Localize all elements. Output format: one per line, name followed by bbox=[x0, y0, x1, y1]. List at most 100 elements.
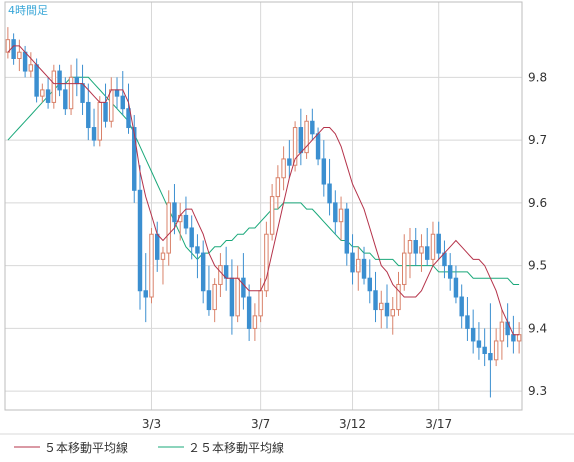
candle-down bbox=[384, 302, 390, 317]
candle-down bbox=[315, 133, 321, 160]
candle-down bbox=[459, 296, 464, 317]
candle-down bbox=[465, 315, 470, 329]
candle-up bbox=[493, 340, 499, 361]
x-tick-label: 3/3 bbox=[142, 417, 161, 431]
candle-down bbox=[137, 189, 143, 292]
candle-up bbox=[275, 177, 281, 198]
candle-down bbox=[310, 120, 315, 135]
candle-up bbox=[281, 158, 286, 179]
y-tick-label: 9.5 bbox=[528, 259, 547, 273]
candle-down bbox=[246, 296, 252, 329]
candle-down bbox=[447, 265, 453, 279]
candle-down bbox=[74, 76, 80, 85]
candle-down bbox=[91, 127, 97, 141]
y-tick-label: 9.6 bbox=[528, 196, 547, 210]
candle-down bbox=[413, 240, 418, 254]
candle-down bbox=[344, 208, 350, 254]
x-tick-label: 3/12 bbox=[339, 417, 366, 431]
candle-up bbox=[419, 246, 424, 254]
plot-frame bbox=[4, 1, 523, 411]
candle-up bbox=[166, 202, 171, 254]
candle-down bbox=[511, 334, 516, 342]
candle-up bbox=[212, 283, 217, 311]
candle-down bbox=[126, 108, 131, 129]
candle-down bbox=[373, 290, 378, 311]
candle-down bbox=[80, 83, 85, 103]
candle-up bbox=[28, 64, 34, 72]
candle-up bbox=[407, 240, 413, 254]
candle-up bbox=[97, 101, 103, 141]
candle-up bbox=[51, 70, 57, 103]
candle-up bbox=[160, 252, 166, 260]
candle-up bbox=[292, 127, 298, 166]
candle-down bbox=[183, 214, 189, 229]
candle-down bbox=[45, 89, 51, 103]
candle-down bbox=[488, 353, 493, 361]
ma5-line-group bbox=[7, 45, 520, 336]
candle-down bbox=[11, 39, 16, 59]
candle-down bbox=[22, 51, 28, 72]
candle-up bbox=[338, 208, 344, 223]
chart-title: 4時間足 bbox=[8, 4, 48, 17]
y-tick-label: 9.3 bbox=[528, 384, 547, 398]
candles-group bbox=[5, 27, 522, 398]
x-tick-label: 3/17 bbox=[425, 417, 452, 431]
legend: ５本移動平均線 ２５本移動平均線 bbox=[14, 440, 284, 455]
candle-up bbox=[304, 120, 309, 154]
x-tick-label: 3/7 bbox=[251, 417, 270, 431]
candle-down bbox=[155, 233, 160, 260]
candle-down bbox=[114, 89, 120, 97]
legend-ma25-label: ２５本移動平均線 bbox=[188, 440, 284, 455]
candle-down bbox=[63, 89, 68, 110]
candle-down bbox=[34, 64, 39, 97]
candle-down bbox=[453, 277, 459, 298]
candle-up bbox=[17, 51, 22, 59]
candle-down bbox=[189, 227, 194, 248]
candle-up bbox=[516, 334, 522, 342]
ma25-line bbox=[7, 76, 520, 285]
candle-up bbox=[430, 233, 436, 260]
candle-up bbox=[149, 233, 154, 298]
candle-down bbox=[333, 202, 338, 223]
candle-down bbox=[241, 277, 246, 298]
candle-up bbox=[499, 321, 505, 342]
candle-up bbox=[235, 277, 240, 317]
candle-down bbox=[143, 290, 148, 298]
candle-down bbox=[287, 158, 292, 166]
candle-up bbox=[218, 265, 223, 285]
candle-up bbox=[396, 283, 401, 311]
candle-up bbox=[402, 252, 407, 285]
candle-down bbox=[206, 290, 212, 311]
candle-down bbox=[367, 277, 372, 292]
candle-up bbox=[379, 302, 384, 311]
y-tick-label: 9.4 bbox=[528, 321, 547, 335]
candle-down bbox=[172, 202, 177, 223]
candle-up bbox=[264, 233, 269, 292]
candle-up bbox=[109, 89, 114, 122]
candle-down bbox=[132, 127, 137, 191]
candle-down bbox=[424, 246, 430, 260]
candle-up bbox=[269, 196, 275, 235]
candle-up bbox=[390, 309, 395, 317]
y-tick-label: 9.7 bbox=[528, 133, 547, 147]
candle-up bbox=[40, 89, 45, 97]
ma5-line bbox=[7, 45, 520, 336]
candle-down bbox=[195, 246, 200, 254]
x-axis-ticks: 3/3 3/7 3/12 3/17 bbox=[142, 417, 452, 431]
grid-lines bbox=[5, 2, 522, 410]
candle-down bbox=[436, 233, 441, 254]
ma25-line-group bbox=[7, 76, 520, 285]
candle-up bbox=[356, 258, 361, 273]
candle-down bbox=[350, 252, 355, 273]
candle-down bbox=[298, 127, 304, 154]
candle-down bbox=[57, 70, 62, 91]
candle-down bbox=[200, 252, 206, 292]
candle-up bbox=[258, 290, 263, 317]
y-axis-ticks: 9.3 9.4 9.5 9.6 9.7 9.8 bbox=[528, 70, 547, 398]
candle-down bbox=[476, 340, 482, 348]
candle-down bbox=[103, 101, 108, 122]
candle-down bbox=[321, 158, 327, 185]
candle-up bbox=[68, 76, 74, 110]
